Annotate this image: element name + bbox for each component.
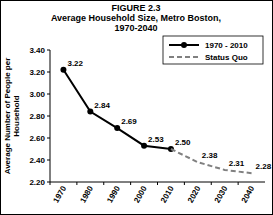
x-tick-label: 2000 <box>132 184 149 204</box>
y-tick <box>47 50 50 51</box>
point <box>60 67 66 73</box>
subtitle: 1970-2040 <box>114 23 157 33</box>
y-tick-label: 2.20 <box>29 178 45 187</box>
x-tick-label: 1970 <box>51 184 68 204</box>
legend-label: 1970 - 2010 <box>205 41 248 50</box>
y-tick-label: 2.40 <box>29 156 45 165</box>
point <box>87 109 93 115</box>
x-tick-label: 2030 <box>213 184 230 204</box>
legend-marker <box>181 42 187 48</box>
x-tick-label: 1990 <box>105 184 122 204</box>
y-tick-label: 2.60 <box>29 134 45 143</box>
y-tick <box>47 116 50 117</box>
x-tick-label: 2010 <box>159 184 176 204</box>
x-tick <box>211 182 212 185</box>
y-axis-label: Household <box>12 95 21 136</box>
chart: FIGURE 2.3Average Household Size, Metro … <box>0 0 273 215</box>
data-label: 2.53 <box>148 135 164 144</box>
data-label: 2.31 <box>229 159 245 168</box>
y-tick <box>47 138 50 139</box>
y-tick <box>47 72 50 73</box>
y-tick-label: 3.40 <box>29 46 45 55</box>
y-axis-label: Average Number of People per <box>3 58 12 175</box>
point <box>141 143 147 149</box>
y-tick <box>47 94 50 95</box>
frame <box>1 1 273 215</box>
data-label: 2.84 <box>94 101 110 110</box>
data-labels: 3.22 2.84 2.69 2.53 2.50 2.38 2.31 2.28 <box>67 59 271 171</box>
x-tick <box>50 182 51 185</box>
title: FIGURE 2.3 <box>111 3 160 13</box>
x-tick <box>157 182 158 185</box>
x-tick-label: 2040 <box>240 184 257 204</box>
legend-box <box>163 36 263 64</box>
x-tick <box>130 182 131 185</box>
x-tick <box>76 182 77 185</box>
data-label: 2.50 <box>175 138 191 147</box>
x-tick <box>238 182 239 185</box>
y-tick-label: 3.00 <box>29 90 45 99</box>
legend-key <box>169 56 199 58</box>
x-tick <box>184 182 185 185</box>
series-line <box>171 149 252 173</box>
subtitle: Average Household Size, Metro Boston, <box>51 13 221 23</box>
legend: 1970 - 2010 Status Quo <box>163 36 263 64</box>
data-label: 3.22 <box>67 59 83 68</box>
point <box>114 125 120 131</box>
x-tick-label: 2020 <box>186 184 203 204</box>
y-tick-label: 3.20 <box>29 68 45 77</box>
y-tick-label: 2.80 <box>29 112 45 121</box>
plot-marks <box>60 67 251 173</box>
data-label: 2.69 <box>121 117 137 126</box>
x-tick-label: 1980 <box>78 184 95 204</box>
x-tick <box>103 182 104 185</box>
y-tick <box>47 160 50 161</box>
legend-label: Status Quo <box>205 53 248 62</box>
series-line <box>63 70 171 149</box>
data-label: 2.38 <box>202 151 218 160</box>
data-label: 2.28 <box>256 162 272 171</box>
